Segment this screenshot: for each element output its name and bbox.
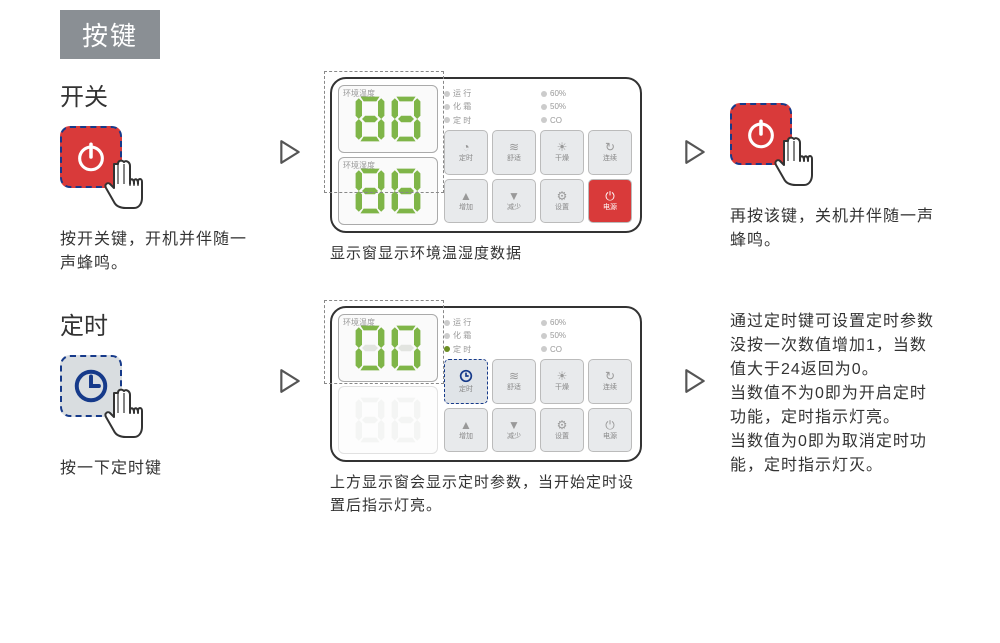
hand-pointer-icon <box>94 383 154 443</box>
seg-digit <box>389 167 423 215</box>
ind-label: CO <box>550 345 562 354</box>
triangle-right-icon <box>279 139 301 165</box>
btn-label: 增加 <box>459 431 473 441</box>
btn-label: 电源 <box>603 202 617 212</box>
panel-btn-up[interactable]: ▲增加 <box>444 408 488 453</box>
seg-label-temp: 环境温度 <box>343 88 375 99</box>
ind-label: 60% <box>550 89 566 98</box>
header-title: 按键 <box>60 10 160 59</box>
ind-label: 60% <box>550 318 566 327</box>
btn-label: 干燥 <box>555 153 569 163</box>
triangle-right-icon <box>684 368 706 394</box>
power-button-step1 <box>60 126 160 216</box>
btn-label: 定时 <box>459 153 473 163</box>
seg-label-humi: 环境湿度 <box>343 160 375 171</box>
row-timer: 定时 按一下定时键 环境温度 <box>60 306 940 517</box>
timer-step1-desc: 按一下定时键 <box>60 457 250 481</box>
ind-label: 化 霜 <box>453 330 471 341</box>
ind-label: 运 行 <box>453 88 471 99</box>
ind-label: 运 行 <box>453 317 471 328</box>
power-step1-desc: 按开关键，开机并伴随一声蜂鸣。 <box>60 228 250 276</box>
timer-step3-desc: 通过定时键可设置定时参数没按一次数值增加1，当数值大于24返回为0。 当数值不为… <box>730 310 940 478</box>
panel-btn-down[interactable]: ▼减少 <box>492 179 536 224</box>
panel-btn-dry[interactable]: ☀干燥 <box>540 359 584 404</box>
indicator-row: 运 行 化 霜 定 时 60% 50% CO <box>444 316 632 356</box>
ind-label: 50% <box>550 102 566 111</box>
display-panel-power: 环境温度 环境湿度 <box>330 77 650 233</box>
btn-label: 连续 <box>603 382 617 392</box>
hand-pointer-icon <box>764 131 824 191</box>
btn-label: 电源 <box>603 431 617 441</box>
seg-digit <box>353 396 387 444</box>
timer-button-step1 <box>60 355 160 445</box>
seg-digit <box>353 95 387 143</box>
panel-btn-set[interactable]: ⚙设置 <box>540 408 584 453</box>
panel-caption-power: 显示窗显示环境温湿度数据 <box>330 243 642 266</box>
panel-btn-cont[interactable]: ↻连续 <box>588 130 632 175</box>
panel-btn-cont[interactable]: ↻连续 <box>588 359 632 404</box>
btn-label: 连续 <box>603 153 617 163</box>
seg-digit <box>389 95 423 143</box>
indicator-row: 运 行 化 霜 定 时 60% 50% CO <box>444 87 632 127</box>
seg-display-humi: 环境湿度 <box>338 157 438 225</box>
panel-btn-timer-selected[interactable]: 定时 <box>444 359 488 404</box>
hand-pointer-icon <box>94 154 154 214</box>
panel-btn-power[interactable]: ⏻电源 <box>588 408 632 453</box>
timer-section-title: 定时 <box>60 306 250 341</box>
triangle-right-icon <box>684 139 706 165</box>
panel-btn-dry[interactable]: ☀干燥 <box>540 130 584 175</box>
panel-btn-set[interactable]: ⚙设置 <box>540 179 584 224</box>
seg-display-temp: 环境温度 <box>338 85 438 153</box>
seg-digit <box>389 396 423 444</box>
btn-label: 设置 <box>555 431 569 441</box>
seg-digit <box>389 324 423 372</box>
seg-display-dim <box>338 386 438 454</box>
panel-btn-down[interactable]: ▼减少 <box>492 408 536 453</box>
btn-label: 干燥 <box>555 382 569 392</box>
clock-icon <box>458 368 474 384</box>
power-step3-desc: 再按该键，关机并伴随一声蜂鸣。 <box>730 205 940 253</box>
btn-label: 舒适 <box>507 153 521 163</box>
btn-label: 设置 <box>555 202 569 212</box>
row-power: 开关 按开关键，开机并伴随一声蜂鸣。 <box>60 77 940 276</box>
power-section-title: 开关 <box>60 77 250 112</box>
seg-digit <box>353 324 387 372</box>
panel-btn-power[interactable]: ⏻电源 <box>588 179 632 224</box>
btn-label: 增加 <box>459 202 473 212</box>
panel-btn-timer[interactable]: ◔定时 <box>444 130 488 175</box>
btn-label: 定时 <box>459 384 473 394</box>
timer-indicator-on <box>444 346 450 352</box>
panel-btn-up[interactable]: ▲增加 <box>444 179 488 224</box>
ind-label: 50% <box>550 331 566 340</box>
power-button-step3 <box>730 103 830 193</box>
panel-btn-comfort[interactable]: ≋舒适 <box>492 359 536 404</box>
display-panel-timer: 环境温度 <box>330 306 650 462</box>
panel-caption-timer: 上方显示窗会显示定时参数，当开始定时设置后指示灯亮。 <box>330 472 642 517</box>
panel-btn-comfort[interactable]: ≋舒适 <box>492 130 536 175</box>
triangle-right-icon <box>279 368 301 394</box>
ind-label: 定 时 <box>453 115 471 126</box>
seg-digit <box>353 167 387 215</box>
btn-label: 减少 <box>507 202 521 212</box>
btn-label: 减少 <box>507 431 521 441</box>
ind-label: CO <box>550 116 562 125</box>
btn-label: 舒适 <box>507 382 521 392</box>
seg-display-timer: 环境温度 <box>338 314 438 382</box>
ind-label: 化 霜 <box>453 101 471 112</box>
ind-label: 定 时 <box>453 344 471 355</box>
seg-label-temp: 环境温度 <box>343 317 375 328</box>
